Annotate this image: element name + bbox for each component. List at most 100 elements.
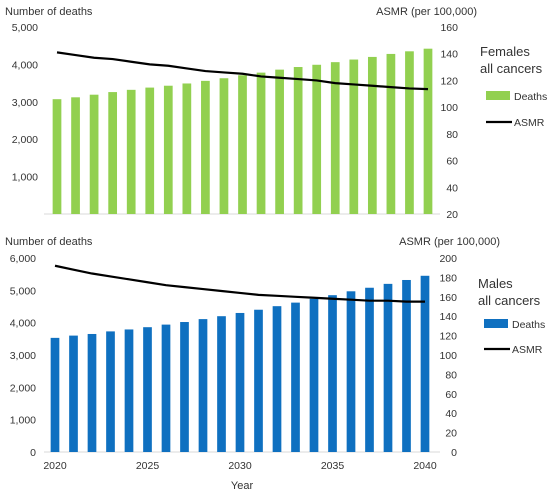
f-deaths-bar xyxy=(163,85,173,214)
m-left-tick-label: 0 xyxy=(30,447,36,459)
m-deaths-bar xyxy=(198,319,208,452)
f-left-tick-label: 3,000 xyxy=(12,97,38,109)
f-right-tick-label: 100 xyxy=(440,102,458,114)
m-deaths-bar xyxy=(328,295,337,452)
m-right-tick-label: 80 xyxy=(445,369,457,381)
males-x-ticks: 2020 2025 2030 2035 2040 xyxy=(43,460,437,472)
f-deaths-bar xyxy=(71,97,80,214)
m-right-tick-label: 180 xyxy=(439,272,457,284)
f-deaths-bar xyxy=(219,78,229,214)
m-deaths-bar xyxy=(217,316,226,452)
f-deaths-bar xyxy=(349,59,359,215)
females-left-ticks: 1,000 2,000 3,000 4,000 5,000 xyxy=(12,22,38,184)
f-right-tick-label: 60 xyxy=(446,156,458,168)
f-right-tick-label: 120 xyxy=(440,75,458,87)
m-deaths-bar xyxy=(402,279,411,452)
m-x-tick-label: 2030 xyxy=(228,460,252,472)
m-deaths-bar xyxy=(309,298,319,452)
m-x-tick-label: 2040 xyxy=(413,460,437,472)
m-left-tick-label: 1,000 xyxy=(10,415,36,427)
m-deaths-bar xyxy=(106,331,115,452)
f-deaths-bar xyxy=(330,62,340,214)
females-panel-title-line1: Females xyxy=(480,44,530,59)
males-legend-deaths-label: Deaths xyxy=(512,319,545,331)
m-deaths-bar xyxy=(124,329,134,452)
males-panel-title-line1: Males xyxy=(478,276,513,291)
m-right-tick-label: 160 xyxy=(439,292,457,304)
m-left-tick-label: 6,000 xyxy=(10,253,36,265)
m-right-tick-label: 60 xyxy=(445,389,457,401)
f-deaths-bar xyxy=(182,83,192,214)
m-deaths-bar xyxy=(420,275,430,452)
f-deaths-bar xyxy=(367,56,377,214)
m-right-tick-label: 20 xyxy=(445,428,457,440)
f-left-tick-label: 1,000 xyxy=(12,172,38,184)
females-legend-deaths-label: Deaths xyxy=(514,91,547,103)
males-x-axis-title: Year xyxy=(231,480,254,492)
f-right-tick-label: 160 xyxy=(440,22,458,34)
males-left-axis-title: Number of deaths xyxy=(5,236,93,248)
males-left-ticks: 0 1,000 2,000 3,000 4,000 5,000 6,000 xyxy=(10,253,36,459)
m-deaths-bar xyxy=(180,322,189,452)
females-panel-title-line2: all cancers xyxy=(480,61,543,76)
females-legend-deaths-swatch xyxy=(486,91,510,100)
males-panel-title-line2: all cancers xyxy=(478,293,541,308)
f-left-tick-label: 2,000 xyxy=(12,134,38,146)
m-right-tick-label: 140 xyxy=(439,311,457,323)
f-right-tick-label: 40 xyxy=(446,182,458,194)
m-deaths-bar xyxy=(346,291,356,452)
males-legend-deaths-swatch xyxy=(484,319,508,328)
f-deaths-bar xyxy=(312,64,322,214)
m-left-tick-label: 5,000 xyxy=(10,285,36,297)
females-right-ticks: 20 40 60 80 100 120 140 160 xyxy=(440,22,458,221)
f-deaths-bar xyxy=(293,67,303,214)
m-deaths-bar xyxy=(254,309,263,452)
m-left-tick-label: 4,000 xyxy=(10,318,36,330)
females-right-axis-title: ASMR (per 100,000) xyxy=(376,6,477,18)
f-right-tick-label: 80 xyxy=(446,129,458,141)
m-deaths-bar xyxy=(143,327,152,452)
f-deaths-bar xyxy=(52,99,62,214)
f-deaths-bar xyxy=(238,75,247,214)
females-left-axis-title: Number of deaths xyxy=(5,6,93,18)
f-deaths-bar xyxy=(256,72,266,215)
females-deaths-bars xyxy=(52,48,433,215)
females-legend-asmr-label: ASMR xyxy=(514,117,545,129)
m-deaths-bar xyxy=(50,337,60,452)
f-deaths-bar xyxy=(275,69,284,214)
f-deaths-bar xyxy=(89,94,99,214)
f-left-tick-label: 4,000 xyxy=(12,59,38,71)
f-right-tick-label: 140 xyxy=(440,49,458,61)
f-right-tick-label: 20 xyxy=(446,209,458,221)
males-deaths-bars xyxy=(50,275,430,452)
m-deaths-bar xyxy=(235,312,245,452)
m-x-tick-label: 2035 xyxy=(321,460,345,472)
females-asmr-line xyxy=(56,51,429,91)
m-right-tick-label: 200 xyxy=(439,253,457,265)
m-deaths-bar xyxy=(161,324,171,452)
f-left-tick-label: 5,000 xyxy=(12,22,38,34)
m-right-tick-label: 100 xyxy=(439,350,457,362)
f-deaths-bar xyxy=(405,51,414,215)
f-deaths-bar xyxy=(201,80,210,214)
m-x-tick-label: 2020 xyxy=(43,460,67,472)
m-left-tick-label: 2,000 xyxy=(10,382,36,394)
f-deaths-bar xyxy=(108,92,118,214)
m-x-tick-label: 2025 xyxy=(136,460,160,472)
males-right-axis-title: ASMR (per 100,000) xyxy=(399,236,500,248)
f-deaths-bar xyxy=(145,87,155,214)
f-deaths-bar xyxy=(423,48,433,214)
m-deaths-bar xyxy=(383,283,393,452)
males-chart-panel: Number of deaths ASMR (per 100,000) 0 1,0… xyxy=(5,236,545,492)
m-right-tick-label: 120 xyxy=(439,331,457,343)
f-deaths-bar xyxy=(386,53,396,214)
m-deaths-bar xyxy=(272,306,282,452)
males-legend-asmr-label: ASMR xyxy=(512,344,543,356)
males-asmr-line xyxy=(54,264,425,303)
females-chart-panel: Number of deaths ASMR (per 100,000) 1,00… xyxy=(5,6,547,221)
m-deaths-bar xyxy=(69,335,78,452)
m-right-tick-label: 0 xyxy=(451,447,457,459)
m-deaths-bar xyxy=(291,302,300,452)
f-deaths-bar xyxy=(126,89,136,214)
